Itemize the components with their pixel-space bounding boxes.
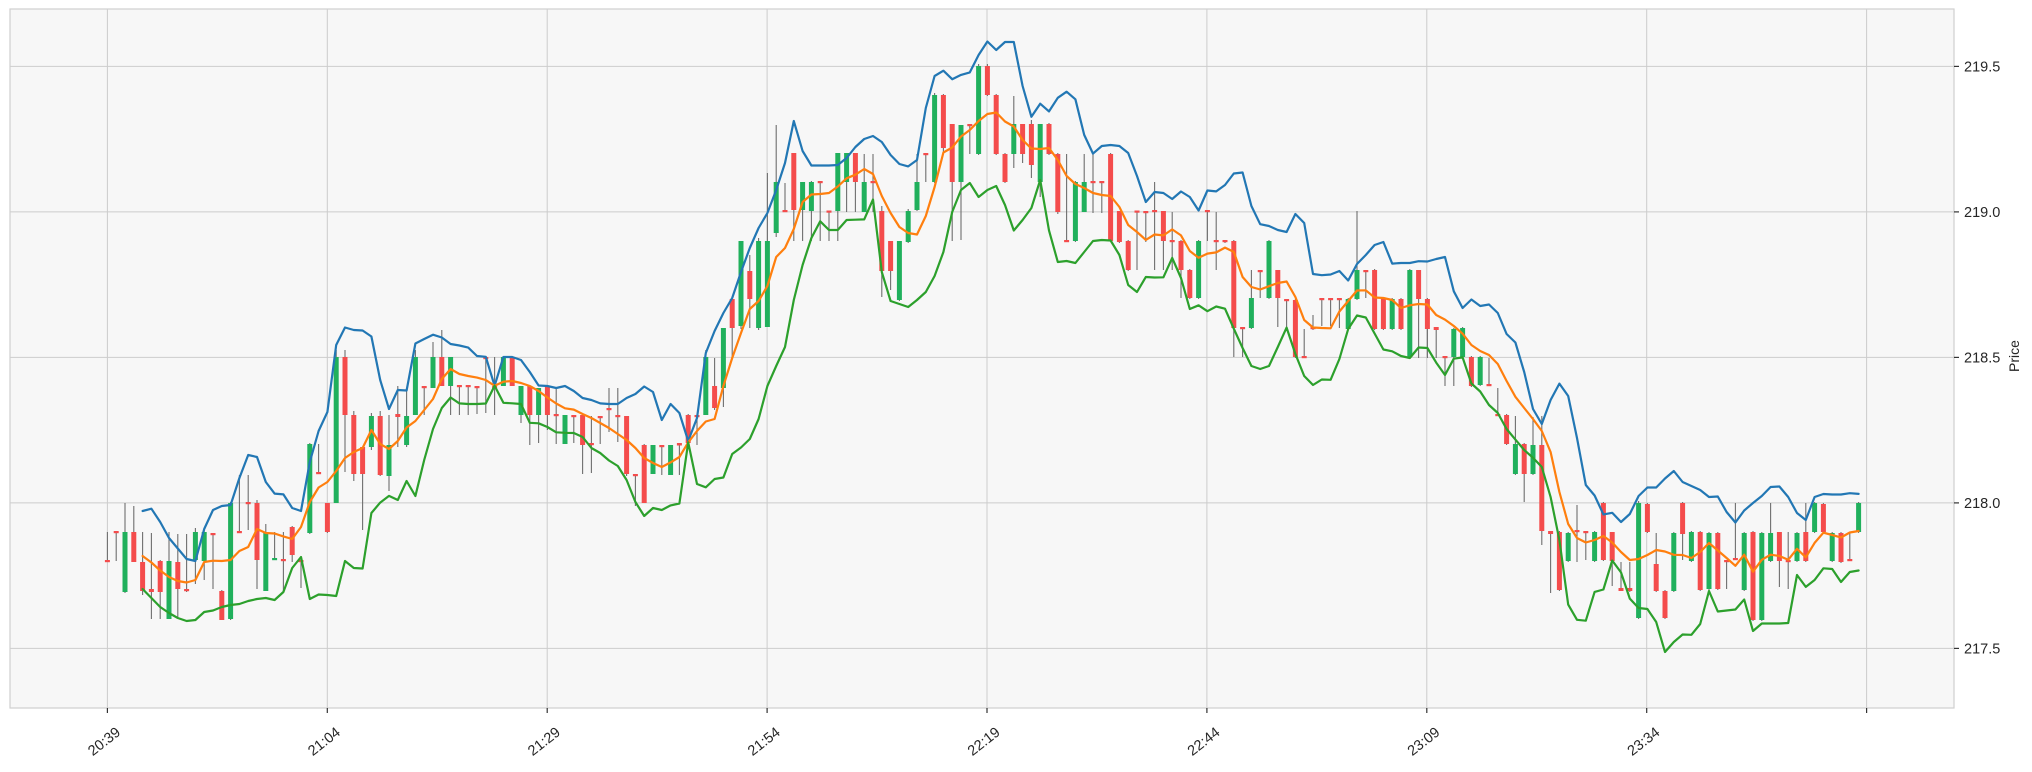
svg-text:218.0: 218.0: [1964, 496, 2000, 512]
svg-text:219.5: 219.5: [1964, 59, 2000, 75]
svg-text:Price: Price: [2006, 340, 2022, 372]
svg-text:217.5: 217.5: [1964, 641, 2000, 657]
svg-text:219.0: 219.0: [1964, 205, 2000, 221]
svg-text:218.5: 218.5: [1964, 350, 2000, 366]
